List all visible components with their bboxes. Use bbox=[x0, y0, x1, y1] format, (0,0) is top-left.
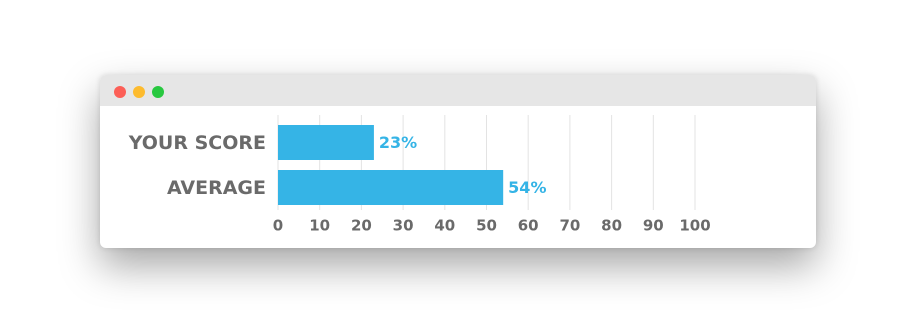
x-tick-label: 70 bbox=[559, 217, 580, 235]
x-tick-label: 10 bbox=[309, 217, 330, 235]
x-tick-label: 50 bbox=[476, 217, 497, 235]
x-tick-label: 30 bbox=[393, 217, 414, 235]
window bbox=[100, 75, 816, 248]
value-label: 54% bbox=[508, 178, 546, 197]
minimize-button[interactable] bbox=[133, 86, 145, 98]
maximize-button[interactable] bbox=[152, 86, 164, 98]
bar bbox=[278, 125, 374, 160]
x-tick-label: 80 bbox=[601, 217, 622, 235]
x-tick-label: 90 bbox=[643, 217, 664, 235]
category-label: YOUR SCORE bbox=[128, 132, 266, 154]
x-tick-label: 60 bbox=[518, 217, 539, 235]
category-label: AVERAGE bbox=[167, 177, 266, 199]
x-tick-label: 0 bbox=[273, 217, 283, 235]
title-bar bbox=[100, 75, 816, 106]
bar bbox=[278, 170, 504, 205]
close-button[interactable] bbox=[114, 86, 126, 98]
x-tick-label: 100 bbox=[679, 217, 710, 235]
x-tick-label: 20 bbox=[351, 217, 372, 235]
x-tick-label: 40 bbox=[434, 217, 455, 235]
value-label: 23% bbox=[379, 133, 417, 152]
